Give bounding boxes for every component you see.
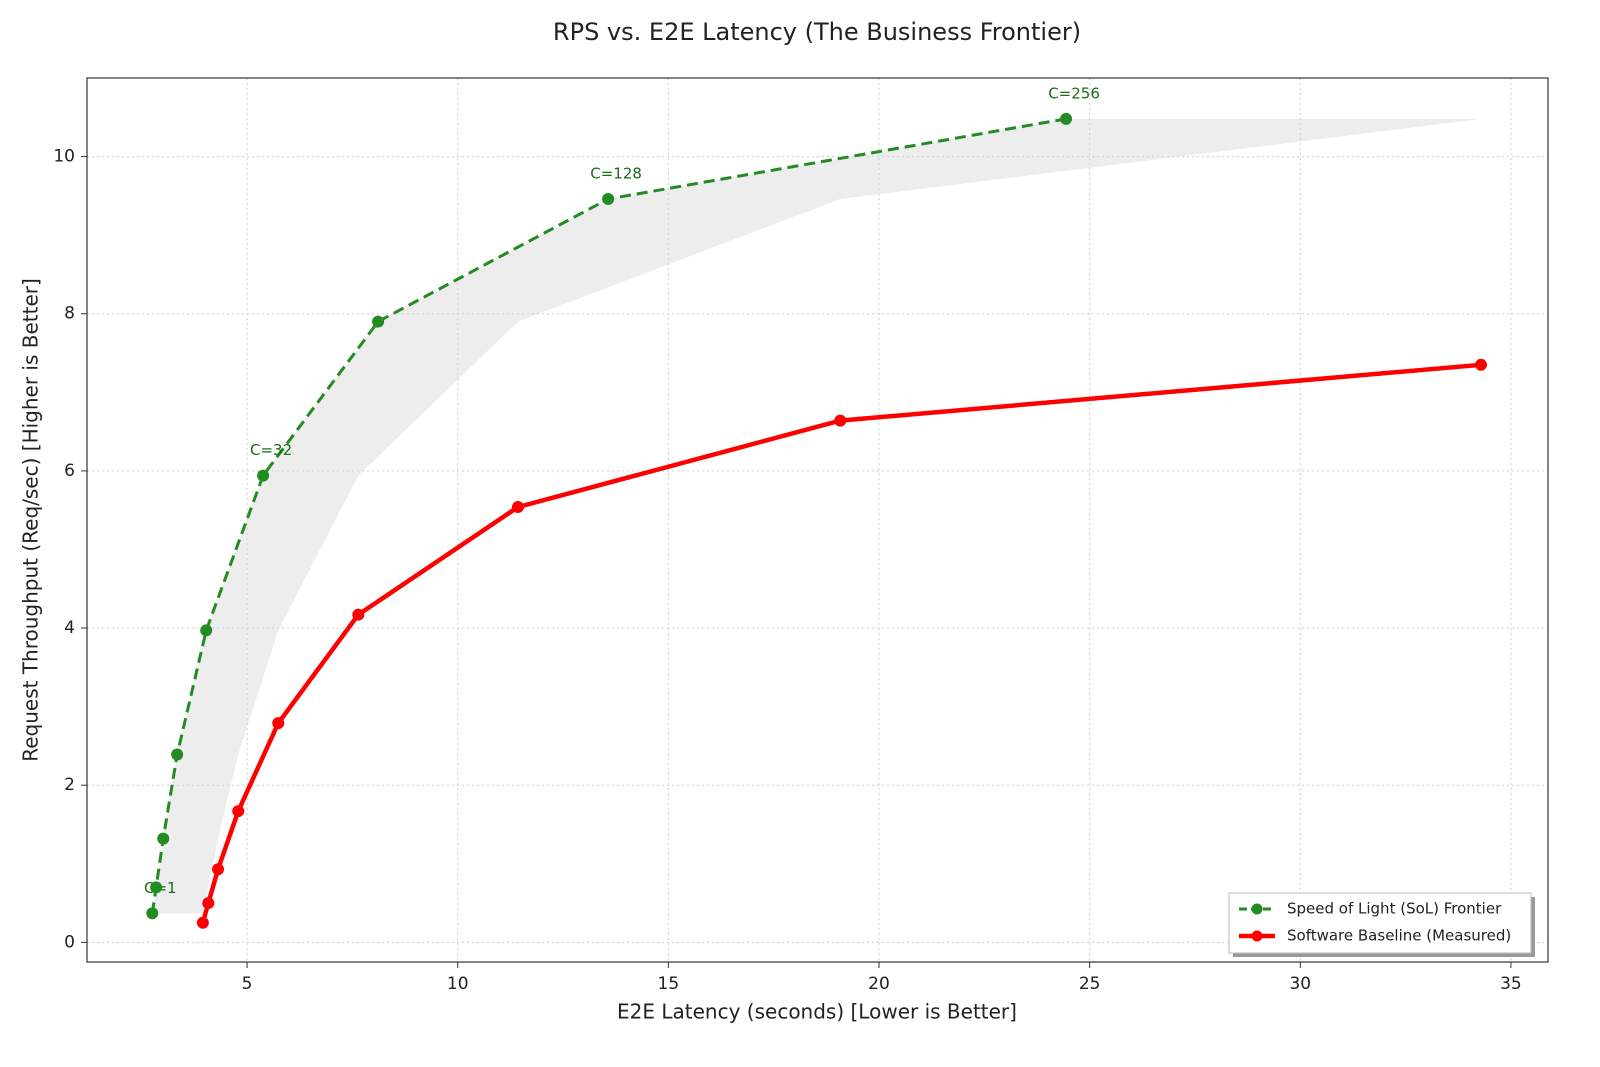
y-tick-label: 4 bbox=[64, 618, 75, 638]
data-point bbox=[1060, 112, 1073, 125]
legend-marker bbox=[1251, 930, 1263, 942]
data-point bbox=[200, 624, 213, 637]
x-tick-label: 5 bbox=[242, 974, 253, 994]
data-point bbox=[171, 748, 184, 761]
legend-box bbox=[1228, 892, 1532, 954]
gap-area bbox=[152, 118, 1482, 914]
data-point bbox=[352, 608, 365, 621]
x-tick-label: 10 bbox=[447, 974, 469, 994]
y-tick-label: 2 bbox=[64, 775, 75, 795]
data-point bbox=[202, 897, 215, 910]
y-tick-label: 10 bbox=[53, 147, 75, 167]
data-point bbox=[212, 863, 225, 876]
y-tick-label: 8 bbox=[64, 304, 75, 324]
data-point bbox=[157, 832, 170, 845]
data-point bbox=[602, 193, 615, 206]
data-point bbox=[834, 414, 847, 427]
data-point bbox=[146, 907, 159, 920]
point-label: C=32 bbox=[250, 441, 292, 459]
y-tick-label: 6 bbox=[64, 461, 75, 481]
plot-frame bbox=[86, 77, 1549, 963]
x-tick-label: 15 bbox=[658, 974, 680, 994]
data-point bbox=[372, 315, 385, 328]
legend-marker bbox=[1251, 903, 1263, 915]
legend-label: Speed of Light (SoL) Frontier bbox=[1287, 900, 1502, 918]
point-label: C=128 bbox=[590, 165, 642, 183]
x-tick-label: 20 bbox=[868, 974, 890, 994]
x-tick-label: 25 bbox=[1079, 974, 1101, 994]
chart-title: RPS vs. E2E Latency (The Business Fronti… bbox=[553, 18, 1081, 46]
data-point bbox=[1475, 358, 1488, 371]
data-point bbox=[257, 469, 270, 482]
series-line bbox=[200, 362, 1482, 924]
series-line bbox=[150, 117, 1067, 914]
data-point bbox=[232, 805, 245, 818]
data-point bbox=[150, 881, 163, 894]
legend-label: Software Baseline (Measured) bbox=[1287, 927, 1511, 945]
point-label: C=256 bbox=[1048, 84, 1100, 102]
data-point bbox=[272, 717, 285, 730]
x-tick-label: 35 bbox=[1500, 974, 1522, 994]
y-axis-label: Request Throughput (Req/sec) [Higher is … bbox=[19, 278, 43, 762]
x-tick-label: 30 bbox=[1289, 974, 1311, 994]
data-point bbox=[511, 501, 524, 514]
x-axis-label: E2E Latency (seconds) [Lower is Better] bbox=[617, 1000, 1017, 1024]
y-tick-label: 0 bbox=[64, 932, 75, 952]
data-point bbox=[196, 916, 209, 929]
